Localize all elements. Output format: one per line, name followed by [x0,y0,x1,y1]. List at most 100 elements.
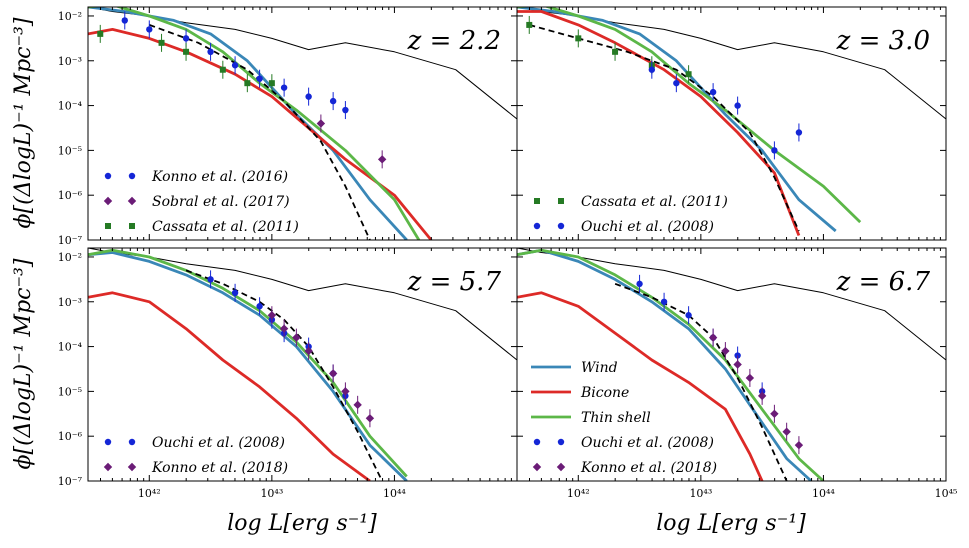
point-ouchi-et-al-2008 [648,66,656,73]
legend-label: Konno et al. (2018) [151,460,288,476]
series-thin-shell [517,7,862,224]
panel-redshift-label: z = 3.0 [836,26,930,56]
point-konno-et-al-2018 [341,387,350,396]
point-cassata-et-al-2011 [219,66,226,73]
legend-marker [129,223,135,229]
series-total [88,7,517,120]
point-konno-et-al-2018 [328,369,338,378]
y-tick-label: 10⁻⁴ [58,100,83,113]
point-sobral-et-al-2017 [316,119,326,128]
point-konno-et-al-2016 [342,106,349,114]
legend-label: Cassata et al. (2011) [581,194,728,210]
y-tick-label: 10⁻³ [58,296,82,309]
legend-label: Ouchi et al. (2008) [152,435,285,451]
legend-marker [556,462,566,472]
panel-1 [87,6,518,241]
legend-label: Ouchi et al. (2008) [581,435,714,451]
series-fit [185,269,384,481]
point-cassata-et-al-2011 [183,48,190,55]
series-wind [517,248,813,481]
panel-frame [516,6,947,241]
point-cassata-et-al-2011 [268,80,275,87]
point-konno-et-al-2018 [782,427,791,436]
series-bicone [88,28,433,240]
legend-marker [558,198,564,204]
series-bicone [88,291,371,481]
y-tick-label: 10⁻⁷ [58,475,83,488]
x-tick-label: 10⁴⁴ [812,487,835,500]
y-axis-label: ϕ[(ΔlogL)⁻¹ Mpc⁻³] [11,17,36,228]
legend-label: Cassata et al. (2011) [152,219,299,235]
point-konno-et-al-2018 [745,373,755,383]
point-konno-et-al-2016 [182,35,190,42]
series-bicone [517,291,764,481]
point-konno-et-al-2016 [305,93,312,100]
y-tick-label: 10⁻⁶ [58,189,83,202]
y-tick-label: 10⁻⁶ [58,430,83,443]
legend-marker [127,462,137,472]
legend-marker [533,222,541,230]
point-cassata-et-al-2011 [685,71,692,78]
point-ouchi-et-al-2008 [795,129,803,136]
point-cassata-et-al-2011 [244,80,251,87]
panel-redshift-label: z = 6.7 [836,267,931,297]
point-ouchi-et-al-2008 [709,88,717,96]
point-konno-et-al-2016 [280,84,288,91]
point-konno-et-al-2018 [733,360,742,369]
panel-2 [516,6,947,241]
x-axis-label: log L[erg s⁻¹] [656,511,806,536]
legend-label: Ouchi et al. (2008) [581,219,714,235]
point-konno-et-al-2018 [708,333,718,342]
panel-frame [516,247,947,482]
legend-marker [128,438,136,446]
legend-marker [557,222,565,230]
legend-marker [128,172,136,180]
legend-marker [532,462,542,472]
legend-marker [127,196,137,206]
x-tick-label: 10⁴³ [689,487,712,500]
point-konno-et-al-2018 [353,400,362,410]
point-cassata-et-al-2011 [97,30,104,37]
y-tick-label: 10⁻⁵ [58,144,82,157]
point-ouchi-et-al-2008 [231,289,239,297]
point-ouchi-et-al-2008 [636,280,643,288]
point-konno-et-al-2016 [231,62,239,69]
point-ouchi-et-al-2008 [685,312,692,319]
point-cassata-et-al-2011 [158,39,165,46]
point-konno-et-al-2018 [365,414,375,423]
point-ouchi-et-al-2008 [207,276,214,283]
series-thin-shell [88,7,421,240]
point-konno-et-al-2018 [304,346,313,356]
y-tick-label: 10⁻² [58,251,82,264]
point-konno-et-al-2018 [770,409,779,418]
x-tick-label: 10⁴³ [260,487,283,500]
point-konno-et-al-2016 [329,97,337,105]
point-konno-et-al-2016 [256,75,263,82]
point-konno-et-al-2018 [267,311,277,320]
point-konno-et-al-2018 [757,391,767,401]
legend-marker [105,223,111,229]
series-thin-shell [88,248,408,478]
legend-label: Bicone [580,385,629,401]
point-ouchi-et-al-2008 [771,147,778,154]
panel-3 [87,247,518,482]
legend-marker [103,196,113,206]
legend-label: Thin shell [581,410,651,426]
legend-marker [557,438,565,446]
panel-4 [516,247,947,482]
point-ouchi-et-al-2008 [673,79,680,87]
y-tick-label: 10⁻⁵ [58,385,82,398]
legend-label: Konno et al. (2016) [151,169,288,185]
y-axis-label: ϕ[(ΔlogL)⁻¹ Mpc⁻³] [11,258,36,469]
legend-label: Konno et al. (2018) [580,460,717,476]
series-fit [529,24,800,232]
panel-redshift-label: z = 2.2 [407,26,501,56]
legend-marker [103,462,113,472]
panel-redshift-label: z = 5.7 [407,267,502,297]
x-tick-label: 10⁴⁴ [383,487,406,500]
legend-marker [104,172,112,180]
point-ouchi-et-al-2008 [256,303,263,310]
point-konno-et-al-2018 [279,324,289,333]
point-konno-et-al-2018 [721,346,730,356]
